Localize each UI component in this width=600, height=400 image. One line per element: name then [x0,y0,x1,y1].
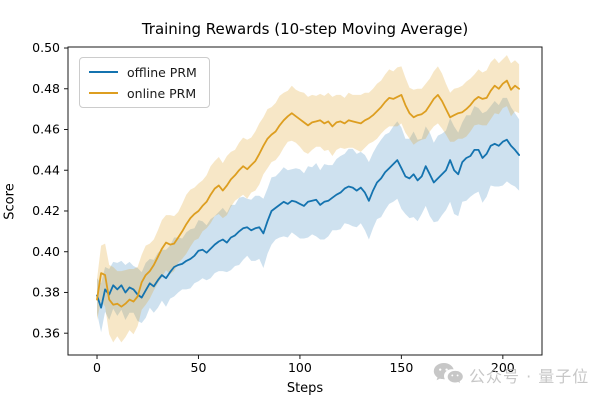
chart-title: Training Rewards (10-step Moving Average… [141,20,469,38]
series-group [96,55,520,343]
axes-spines [67,46,543,356]
x-tick-label: 50 [191,360,207,375]
y-tick-label: 0.40 [32,244,60,259]
x-tick-label: 0 [93,360,101,375]
y-tick-label: 0.46 [32,122,60,137]
legend-label: online PRM [127,85,197,101]
line-offline-prm [96,138,520,309]
line-online-prm [96,79,520,308]
online-prm-line-swatch [89,92,118,94]
y-tick-label: 0.38 [32,285,60,300]
band-online-prm [97,55,520,343]
x-tick-label: 100 [288,360,312,375]
x-tick-label: 200 [491,360,515,375]
x-tick-label: 150 [389,360,413,375]
y-tick-label: 0.42 [32,203,60,218]
y-tick-label: 0.44 [32,162,60,177]
legend-item-offline-prm: offline PRM [89,64,197,80]
legend-item-online-prm: online PRM [89,85,197,101]
y-tick-label: 0.50 [32,40,60,55]
band-offline-prm [97,97,520,333]
x-axis-label: Steps [286,381,324,396]
legend-label: offline PRM [127,64,197,80]
y-tick-label: 0.48 [32,81,60,96]
y-axis-label: Score [2,183,18,220]
offline-prm-line-swatch [89,71,118,73]
y-tick-label: 0.36 [32,325,60,340]
legend: offline PRM online PRM [79,57,210,108]
